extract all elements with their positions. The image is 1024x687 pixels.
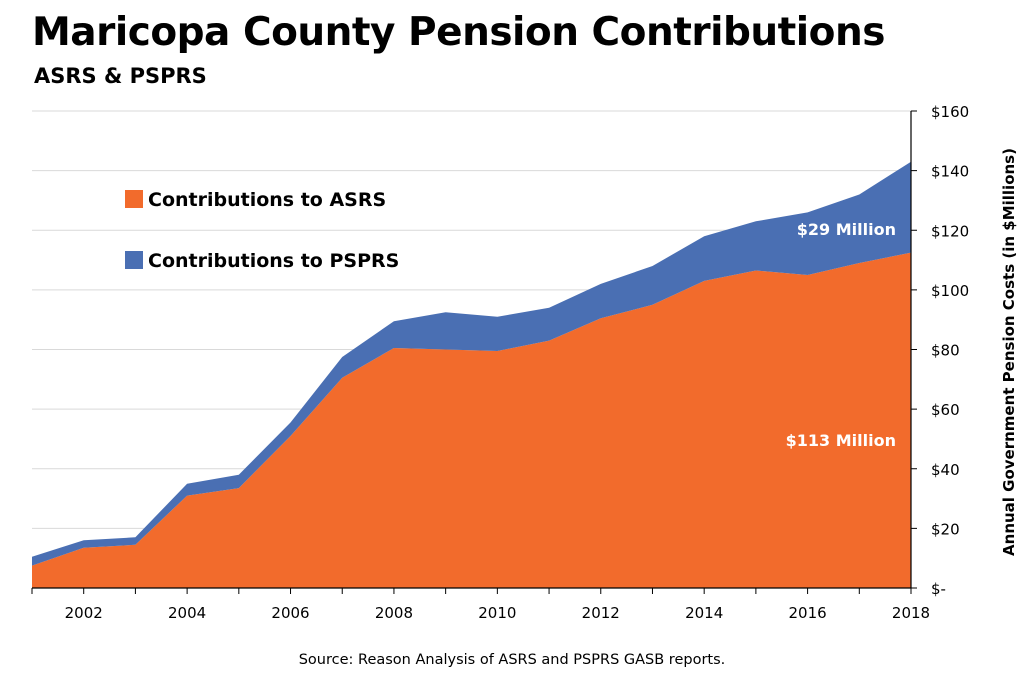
y-tick-label: $120	[931, 222, 969, 240]
chart-subtitle: ASRS & PSPRS	[34, 64, 207, 88]
area-series-asrs	[32, 252, 911, 588]
x-tick-label: 2004	[168, 604, 206, 622]
y-tick-label: $-	[931, 580, 946, 598]
legend-swatch-psprs	[125, 251, 143, 269]
x-tick-label: 2010	[478, 604, 516, 622]
y-tick-label: $140	[931, 163, 969, 181]
y-tick-label: $40	[931, 461, 960, 479]
x-tick-label: 2018	[892, 604, 930, 622]
x-tick-label: 2012	[582, 604, 620, 622]
x-tick-label: 2014	[685, 604, 723, 622]
y-tick-label: $80	[931, 342, 960, 360]
area-series-psprs	[32, 161, 911, 566]
annotation-psprs-value: $29 Million	[797, 220, 896, 239]
legend-label-asrs: Contributions to ASRS	[148, 189, 386, 211]
source-note: Source: Reason Analysis of ASRS and PSPR…	[298, 652, 726, 668]
legend-swatch-asrs	[125, 190, 143, 208]
y-axis-label: Annual Government Pension Costs (in $Mil…	[1000, 148, 1018, 556]
y-tick-label: $60	[931, 401, 960, 419]
tick-labels: $- $20 $40 $60 $80 $100 $120 $140 $160 2002 2004 20…	[31, 103, 969, 622]
x-tick-label: 2006	[271, 604, 309, 622]
y-tick-label: $160	[931, 103, 969, 121]
annotation-asrs-value: $113 Million	[786, 431, 896, 450]
plot-areas	[32, 161, 911, 588]
x-tick-label: 2002	[65, 604, 103, 622]
x-tick-label: 2016	[788, 604, 826, 622]
y-tick-label: $100	[931, 282, 969, 300]
legend-label-psprs: Contributions to PSPRS	[148, 250, 399, 272]
legend: Contributions to ASRS Contributions to P…	[125, 189, 399, 272]
y-tick-label: $20	[931, 520, 960, 538]
x-tick-label: 2008	[375, 604, 413, 622]
chart-title: Maricopa County Pension Contributions	[32, 10, 885, 55]
